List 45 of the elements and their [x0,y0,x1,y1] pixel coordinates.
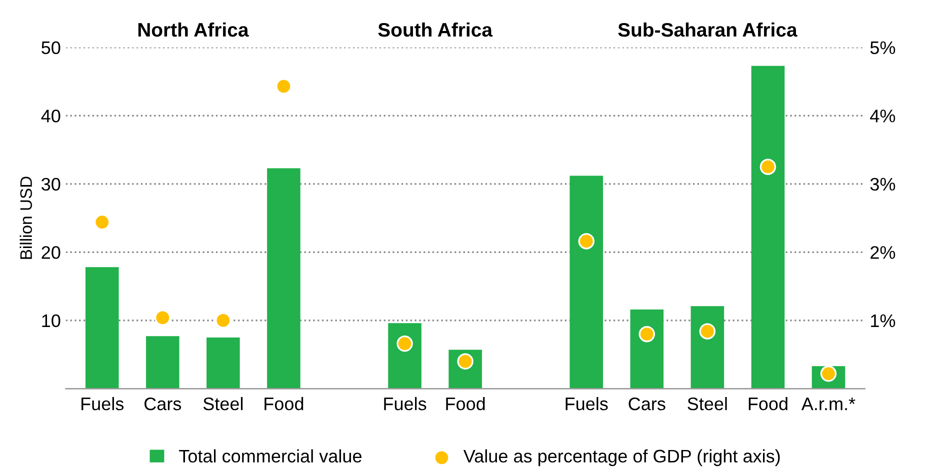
point [215,312,232,329]
y-tick-label: 10 [42,314,60,328]
y2-tick-label: 1% [871,314,896,328]
y-axis-title: Billion USD [20,176,32,259]
x-tick-label: Fuels [82,397,124,410]
y-tick-label: 20 [42,246,60,259]
x-tick-label: Steel [203,397,243,410]
bar [690,306,724,389]
y2-tick-label: 3% [870,178,896,191]
bar [206,337,240,389]
point [154,310,171,326]
bar [388,323,422,389]
bar [630,310,664,389]
point [396,336,413,352]
y-tick-label: 50 [42,41,60,54]
x-tick-label: Cars [144,397,182,410]
x-tick-label: Steel [688,397,727,410]
legend-label: Value as percentage of GDP (right axis) [463,449,780,466]
point [760,158,776,175]
bar [570,176,604,389]
y2-tick-label: 5% [870,41,896,54]
x-tick-label: Food [446,397,485,410]
text: South Africa [378,22,493,37]
y2-tick-label: 4% [870,110,896,122]
point [699,323,716,340]
x-tick-label: Fuels [566,397,608,410]
point [276,78,292,94]
point [578,233,594,250]
x-tick-label: Cars [628,397,666,410]
point [638,326,656,342]
bar [267,168,300,389]
y-tick-label: 40 [41,110,60,122]
bar [751,66,785,389]
point [94,214,110,230]
text: Sub-Saharan Africa [618,22,798,37]
y2-tick-label: 2% [870,246,896,259]
legend-label: Total commercial value [179,449,362,463]
y-tick-label: 30 [42,178,60,191]
bar [85,267,119,389]
x-tick-label: Food [748,397,788,410]
bar [146,336,180,389]
x-tick-label: A.r.m.* [801,398,856,410]
x-tick-label: Fuels [384,397,426,410]
text: North Africa [138,22,249,37]
x-tick-label: Food [264,397,304,410]
